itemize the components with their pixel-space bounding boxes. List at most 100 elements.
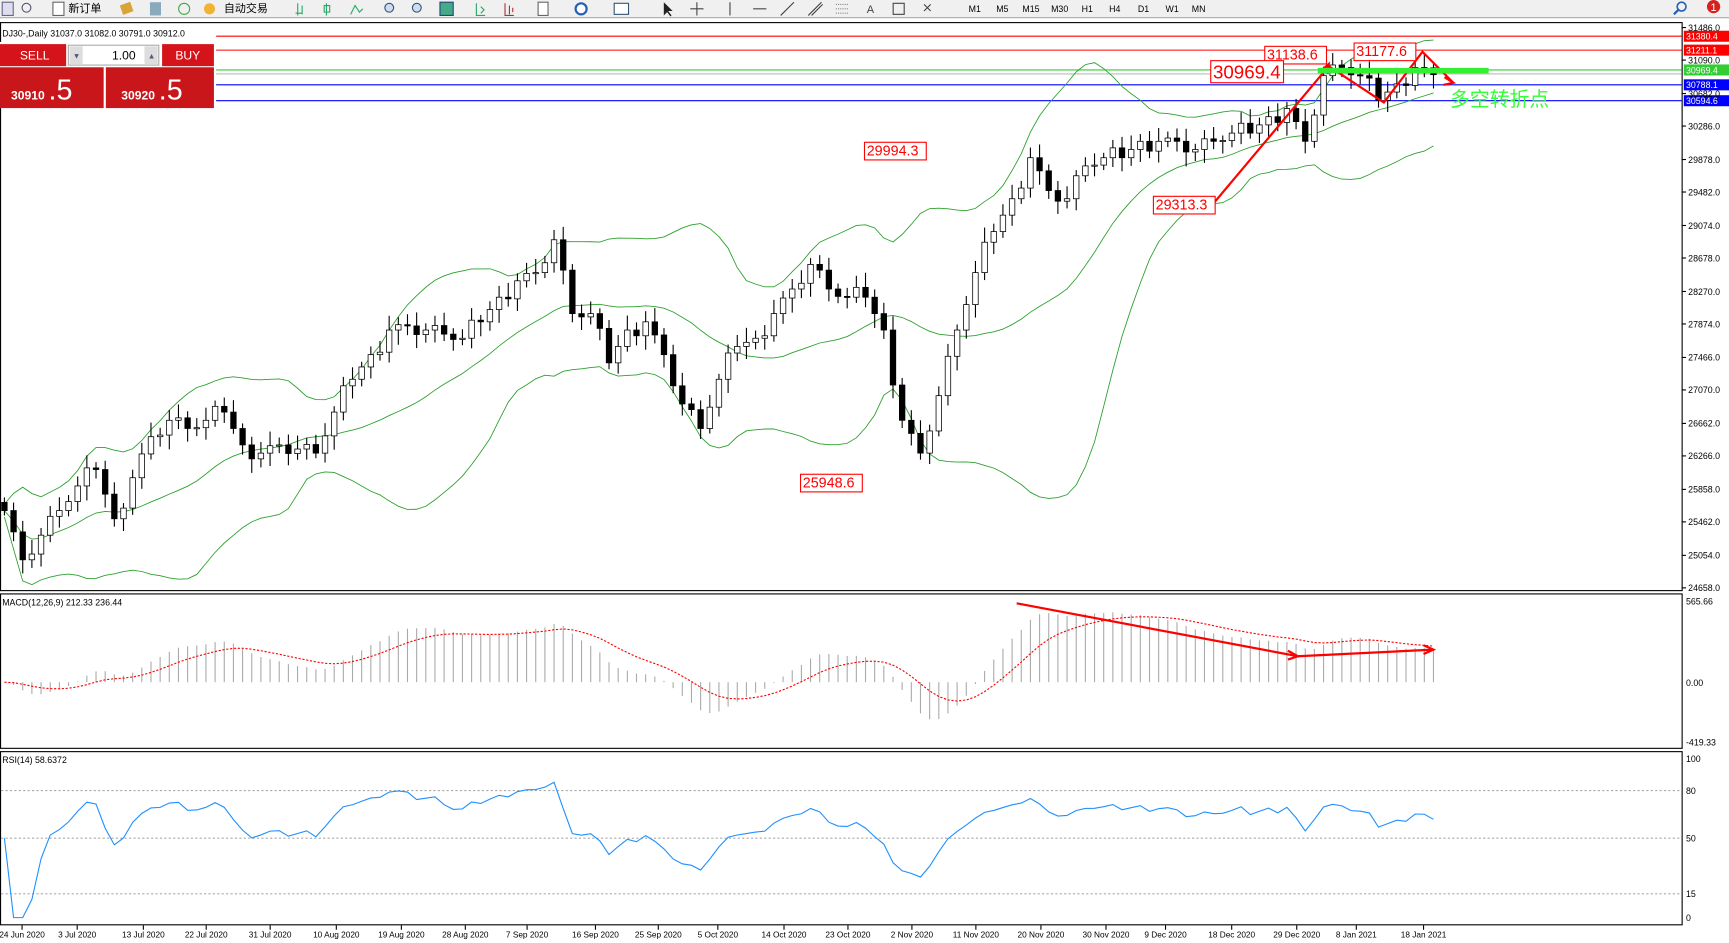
macd-indicator: 565.66 0.00 -419.33 xyxy=(4,596,1716,748)
market-watch-icon[interactable] xyxy=(149,2,161,16)
candle xyxy=(147,422,155,460)
candle xyxy=(871,289,878,328)
new-order-button[interactable]: 新订单 xyxy=(52,1,101,16)
level-price-tag xyxy=(1683,30,1729,42)
sell-price-button[interactable]: 30910 .5 xyxy=(0,67,104,109)
main-chart-area[interactable] xyxy=(0,22,1683,592)
timeframe-d1[interactable]: D1 xyxy=(1138,4,1149,14)
timeframe-h4[interactable]: H4 xyxy=(1109,4,1120,14)
price-label-box xyxy=(1152,195,1216,215)
level-price-tag xyxy=(1683,79,1729,91)
timeframe-m15[interactable]: M15 xyxy=(1022,4,1039,14)
timeframe-h1[interactable]: H1 xyxy=(1082,4,1093,14)
timeframe-m30[interactable]: M30 xyxy=(1051,4,1068,14)
timeframe-m5[interactable]: M5 xyxy=(996,4,1008,14)
navigator-icon[interactable] xyxy=(21,2,32,13)
trendline-icon[interactable] xyxy=(780,1,795,16)
one-click-trading-panel: SELL ▼ ▲ 1.00 BUY 30910 .5 30920 .5 xyxy=(0,41,214,109)
zoom-in-icon[interactable] xyxy=(384,2,395,13)
price-tick: 25858.0 xyxy=(1688,485,1720,495)
chart-shift-icon[interactable] xyxy=(475,3,486,16)
zoom-out-icon[interactable] xyxy=(411,2,422,13)
candle xyxy=(157,427,164,447)
candle xyxy=(92,462,100,479)
date-tick: 10 Aug 2020 xyxy=(313,930,360,939)
auto-trading-button[interactable]: 自动交易 xyxy=(203,1,268,15)
crosshair-icon[interactable] xyxy=(690,2,704,16)
buy-button[interactable]: BUY xyxy=(162,44,214,67)
macd-signal-line xyxy=(4,616,1434,702)
autoscroll-icon[interactable] xyxy=(504,3,514,16)
signals-icon[interactable] xyxy=(178,2,191,15)
line-chart-icon[interactable] xyxy=(350,4,364,15)
candle xyxy=(1265,106,1272,140)
candle xyxy=(697,400,704,440)
lot-increase-button[interactable] xyxy=(144,46,158,64)
price-label-box xyxy=(1264,45,1328,65)
timeframe-m1[interactable]: M1 xyxy=(969,4,981,14)
cursor-icon[interactable] xyxy=(663,2,673,17)
window-icon[interactable] xyxy=(1,1,14,16)
fibonacci-icon[interactable] xyxy=(835,3,850,14)
indicators-icon[interactable] xyxy=(537,1,549,16)
candle xyxy=(761,325,768,350)
candle xyxy=(413,312,420,349)
candle xyxy=(550,229,558,273)
buy-price: 30920 xyxy=(121,88,155,102)
macd-pane[interactable] xyxy=(0,593,1683,749)
sell-button[interactable]: SELL xyxy=(0,44,67,67)
date-tick: 3 Jul 2020 xyxy=(58,930,97,939)
candle xyxy=(917,420,924,460)
arrows-icon[interactable] xyxy=(923,4,932,12)
candle xyxy=(935,386,942,437)
candle xyxy=(715,373,723,417)
text-label-icon[interactable] xyxy=(892,2,905,15)
candle xyxy=(1320,66,1327,126)
candle xyxy=(1073,170,1080,211)
history-icon[interactable] xyxy=(119,1,134,15)
rsi-tick: 15 xyxy=(1686,889,1696,899)
candle xyxy=(1237,112,1245,145)
sell-price-pips: .5 xyxy=(49,74,73,106)
buy-price-pips: .5 xyxy=(159,74,183,106)
candle xyxy=(706,394,713,434)
candle xyxy=(880,302,887,339)
candle xyxy=(596,308,603,341)
macd-arrow-heads xyxy=(1287,644,1437,661)
bar-chart-icon[interactable] xyxy=(295,3,303,16)
candle xyxy=(899,377,906,429)
timeframe-mn[interactable]: MN xyxy=(1192,4,1206,14)
tile-windows-icon[interactable] xyxy=(439,1,454,16)
candle xyxy=(386,315,393,363)
timeframe-w1[interactable]: W1 xyxy=(1166,4,1179,14)
candle xyxy=(587,301,594,325)
candle xyxy=(321,423,329,463)
candle xyxy=(1402,77,1410,97)
lot-decrease-button[interactable] xyxy=(69,46,83,64)
notifications-button[interactable]: 1 xyxy=(1706,0,1721,14)
candlestick-icon[interactable] xyxy=(323,3,331,16)
search-icon[interactable] xyxy=(1676,1,1687,12)
price-label-box xyxy=(799,473,863,493)
channel-icon[interactable] xyxy=(807,1,823,16)
buy-price-button[interactable]: 30920 .5 xyxy=(105,67,214,109)
date-tick: 14 Oct 2020 xyxy=(761,930,806,939)
periods-clock-icon[interactable] xyxy=(574,2,588,16)
candle xyxy=(963,295,970,339)
candle xyxy=(779,291,787,324)
price-tick: 27466.0 xyxy=(1688,353,1720,363)
candle xyxy=(1247,109,1254,139)
lot-input[interactable] xyxy=(67,44,160,66)
date-axis: 24 Jun 2020 3 Jul 2020 13 Jul 2020 22 Jul 2… xyxy=(0,925,1447,939)
date-tick: 8 Jan 2021 xyxy=(1336,930,1377,939)
rsi-tick: 50 xyxy=(1686,834,1696,844)
candle xyxy=(56,497,63,528)
candle xyxy=(953,324,961,371)
templates-icon[interactable] xyxy=(613,2,630,15)
price-label-box xyxy=(863,141,927,161)
candle xyxy=(312,434,320,459)
toolbar xyxy=(0,0,1729,18)
date-tick: 7 Sep 2020 xyxy=(506,930,549,939)
text-tool-icon[interactable]: A xyxy=(867,4,875,16)
candle xyxy=(1219,135,1226,154)
